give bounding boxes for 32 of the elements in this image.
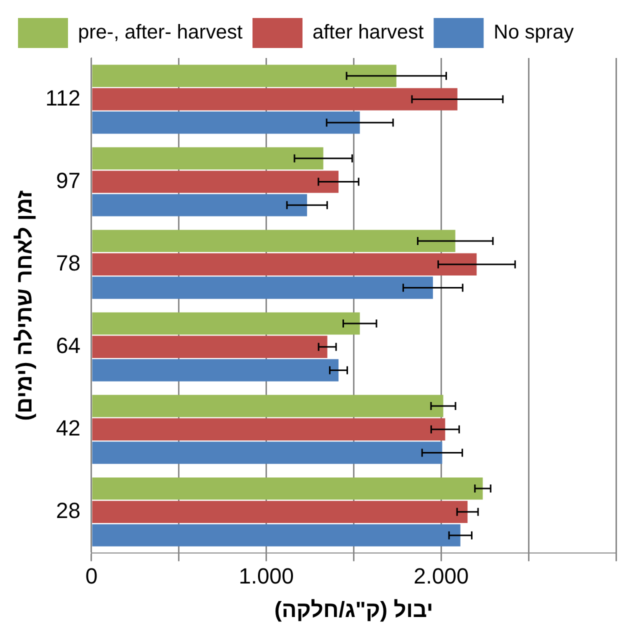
bar [92, 64, 396, 87]
y-tick-label: 97 [56, 168, 80, 193]
bar [92, 170, 339, 193]
bar [92, 147, 324, 170]
bar [92, 336, 328, 358]
bar [92, 194, 308, 216]
bar [92, 312, 360, 335]
bar [92, 230, 456, 252]
bar [92, 112, 360, 134]
y-tick-label: 28 [56, 498, 80, 523]
x-tick-label: 2.000 [414, 563, 469, 588]
legend-label: after harvest [312, 22, 424, 44]
bar [92, 276, 433, 299]
legend-label: pre-, after- harvest [78, 22, 243, 44]
y-axis-title: זמן לאחר שתילה (ימים) [11, 190, 36, 421]
y-tick-label: 78 [56, 250, 80, 276]
bar [92, 359, 339, 382]
bar [92, 418, 446, 441]
bar [92, 442, 442, 464]
legend-label: No spray [494, 22, 574, 44]
bar [92, 88, 458, 110]
x-tick-label: 1.000 [238, 563, 294, 588]
bar [92, 253, 477, 276]
bar [92, 394, 444, 418]
y-tick-label: 112 [45, 85, 80, 110]
y-tick-label: 64 [56, 332, 80, 358]
x-tick-label: 0 [85, 563, 98, 588]
bar [92, 477, 483, 500]
y-tick-label: 42 [56, 415, 80, 440]
bar [92, 500, 468, 524]
x-axis-title: יבול (ק"ג/חלקה) [274, 596, 434, 622]
bar [92, 524, 460, 546]
